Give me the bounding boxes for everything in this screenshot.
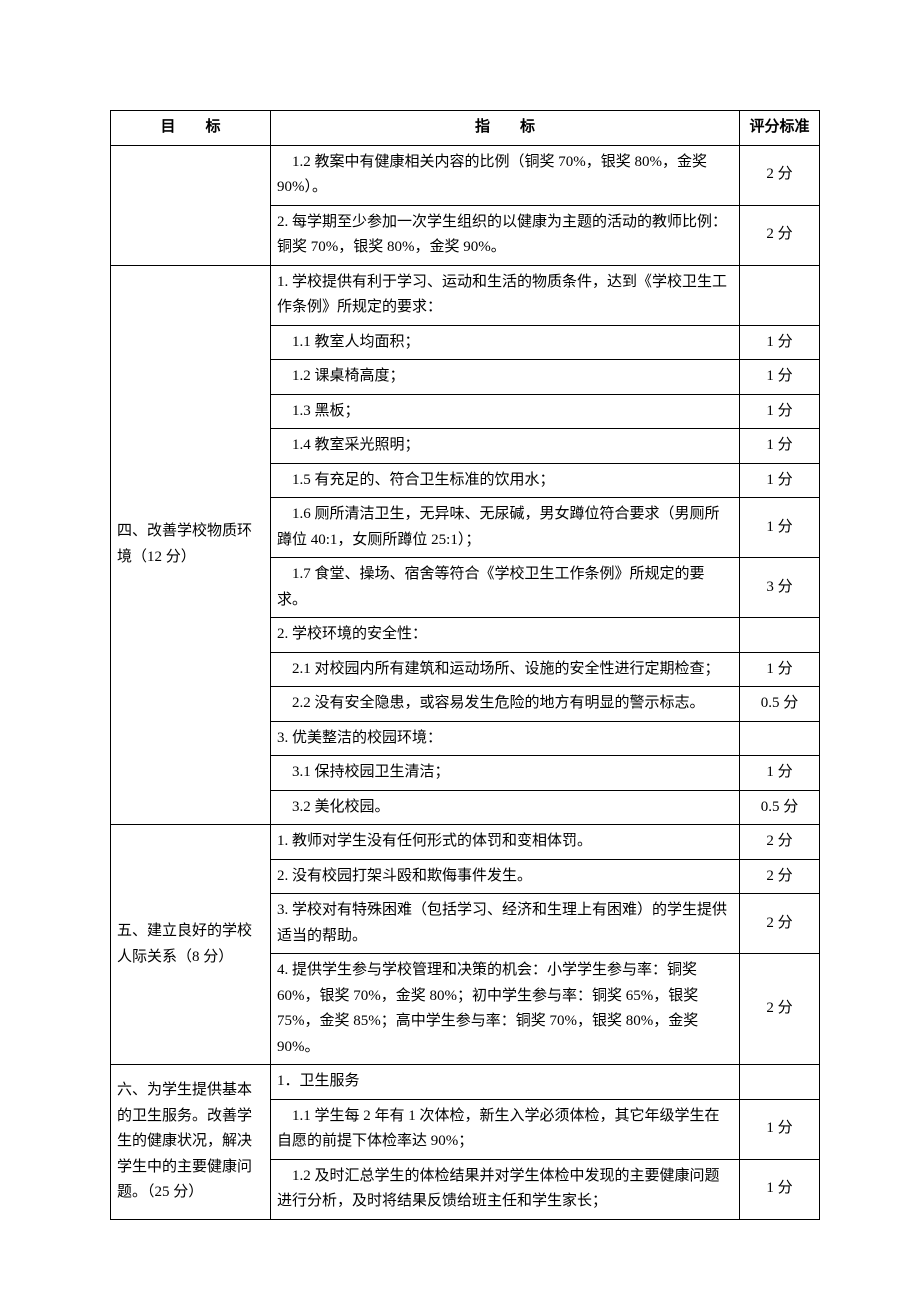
score-cell: 1 分 [740,756,820,791]
indicator-cell: 1.2 课桌椅高度； [271,360,740,395]
score-cell: 2 分 [740,205,820,265]
score-cell: 1 分 [740,394,820,429]
score-cell: 2 分 [740,859,820,894]
target-cell-blank [111,145,271,265]
table-row: 六、为学生提供基本的卫生服务。改善学生的健康状况，解决学生中的主要健康问题。（2… [111,1065,820,1100]
evaluation-table: 目 标 指 标 评分标准 1.2 教案中有健康相关内容的比例（铜奖 70%，银奖… [110,110,820,1220]
indicator-cell: 4. 提供学生参与学校管理和决策的机会：小学学生参与率：铜奖 60%，银奖 70… [271,954,740,1065]
score-cell: 0.5 分 [740,687,820,722]
score-cell: 1 分 [740,463,820,498]
indicator-cell: 3. 优美整洁的校园环境： [271,721,740,756]
score-cell: 1 分 [740,325,820,360]
indicator-cell: 2. 学校环境的安全性： [271,618,740,653]
score-cell: 1 分 [740,1159,820,1219]
target-cell-4: 四、改善学校物质环境（12 分） [111,265,271,825]
indicator-cell: 1. 教师对学生没有任何形式的体罚和变相体罚。 [271,825,740,860]
score-cell: 3 分 [740,558,820,618]
score-cell [740,265,820,325]
header-target: 目 标 [111,111,271,146]
indicator-cell: 1.1 学生每 2 年有 1 次体检，新生入学必须体检，其它年级学生在自愿的前提… [271,1099,740,1159]
indicator-cell: 1.6 厕所清洁卫生，无异味、无尿碱，男女蹲位符合要求（男厕所蹲位 40:1，女… [271,498,740,558]
table-header-row: 目 标 指 标 评分标准 [111,111,820,146]
score-cell: 2 分 [740,894,820,954]
target-cell-6: 六、为学生提供基本的卫生服务。改善学生的健康状况，解决学生中的主要健康问题。（2… [111,1065,271,1220]
header-score: 评分标准 [740,111,820,146]
table-row: 1.2 教案中有健康相关内容的比例（铜奖 70%，银奖 80%，金奖 90%）。… [111,145,820,205]
indicator-cell: 1.3 黑板； [271,394,740,429]
score-cell: 0.5 分 [740,790,820,825]
score-cell: 1 分 [740,360,820,395]
document-page: 目 标 指 标 评分标准 1.2 教案中有健康相关内容的比例（铜奖 70%，银奖… [0,0,920,1280]
indicator-cell: 2.1 对校园内所有建筑和运动场所、设施的安全性进行定期检查； [271,652,740,687]
indicator-cell: 1.7 食堂、操场、宿舍等符合《学校卫生工作条例》所规定的要求。 [271,558,740,618]
indicator-cell: 1.1 教室人均面积； [271,325,740,360]
score-cell [740,1065,820,1100]
indicator-cell: 1. 学校提供有利于学习、运动和生活的物质条件，达到《学校卫生工作条例》所规定的… [271,265,740,325]
table-row: 四、改善学校物质环境（12 分） 1. 学校提供有利于学习、运动和生活的物质条件… [111,265,820,325]
indicator-cell: 3.1 保持校园卫生清洁； [271,756,740,791]
score-cell: 2 分 [740,145,820,205]
indicator-cell: 2. 没有校园打架斗殴和欺侮事件发生。 [271,859,740,894]
score-cell: 2 分 [740,954,820,1065]
table-row: 五、建立良好的学校人际关系（8 分） 1. 教师对学生没有任何形式的体罚和变相体… [111,825,820,860]
indicator-cell: 1.4 教室采光照明； [271,429,740,464]
indicator-cell: 1.2 教案中有健康相关内容的比例（铜奖 70%，银奖 80%，金奖 90%）。 [271,145,740,205]
target-cell-5: 五、建立良好的学校人际关系（8 分） [111,825,271,1065]
score-cell: 1 分 [740,429,820,464]
score-cell: 1 分 [740,1099,820,1159]
indicator-cell: 1.5 有充足的、符合卫生标准的饮用水； [271,463,740,498]
score-cell: 2 分 [740,825,820,860]
indicator-cell: 1.2 及时汇总学生的体检结果并对学生体检中发现的主要健康问题进行分析，及时将结… [271,1159,740,1219]
header-indicator: 指 标 [271,111,740,146]
indicator-cell: 2.2 没有安全隐患，或容易发生危险的地方有明显的警示标志。 [271,687,740,722]
score-cell: 1 分 [740,652,820,687]
score-cell: 1 分 [740,498,820,558]
indicator-cell: 1．卫生服务 [271,1065,740,1100]
indicator-cell: 2. 每学期至少参加一次学生组织的以健康为主题的活动的教师比例：铜奖 70%，银… [271,205,740,265]
indicator-cell: 3. 学校对有特殊困难（包括学习、经济和生理上有困难）的学生提供适当的帮助。 [271,894,740,954]
indicator-cell: 3.2 美化校园。 [271,790,740,825]
score-cell [740,618,820,653]
score-cell [740,721,820,756]
